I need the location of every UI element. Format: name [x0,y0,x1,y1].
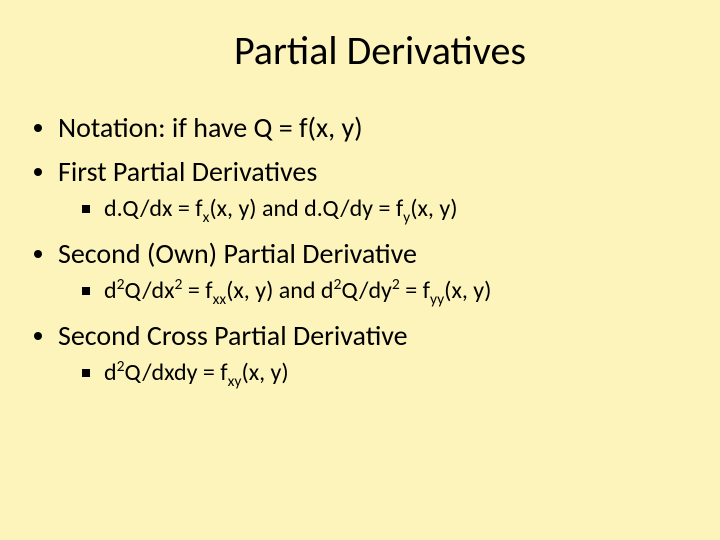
text-run: Q/dy [341,276,391,305]
text-run: d [104,358,117,387]
list-item: d2Q/dx2 = fxx(x, y) and d2Q/dy2 = fyy(x,… [82,275,686,307]
text-run: y) [473,276,491,305]
text-run: (x, [241,358,265,387]
superscript: 2 [392,275,400,294]
subscript: xy [228,372,242,391]
bullet-icon [34,332,42,340]
bullet-icon [34,168,42,176]
slide-content: Notation: if have Q = f(x, y) First Part… [34,109,686,393]
text-run: y) [271,358,289,387]
text-run: y) and d.Q/dy = f [238,194,403,223]
bullet-icon [34,124,42,132]
list-item: First Partial Derivatives d.Q/dx = fx(x,… [34,153,686,229]
slide: Partial Derivatives Notation: if have Q … [0,0,720,540]
square-bullet-icon [82,369,90,377]
subscript: xx [213,290,227,309]
bullet-body: First Partial Derivatives d.Q/dx = fx(x,… [58,153,686,229]
bullet-list: Notation: if have Q = f(x, y) First Part… [34,109,686,393]
bullet-body: Second (Own) Partial Derivative d2Q/dx2 … [58,235,686,311]
bullet-text: Second Cross Partial Derivative [58,317,686,355]
square-bullet-icon [82,205,90,213]
sub-list: d2Q/dxdy = fxy(x, y) [58,357,686,389]
bullet-body: Second Cross Partial Derivative d2Q/dxdy… [58,317,686,393]
list-item: d.Q/dx = fx(x, y) and d.Q/dy = fy(x, y) [82,193,686,225]
text-run: = f [400,276,430,305]
text-run: y) and d [255,276,333,305]
list-item: Notation: if have Q = f(x, y) [34,109,686,147]
text-run: (x, [226,276,250,305]
text-run: y) [341,110,362,145]
text-run: d.Q/dx = f [104,194,203,223]
list-item: d2Q/dxdy = fxy(x, y) [82,357,686,389]
superscript: 2 [117,357,125,376]
text-run: Q/dx [125,276,175,305]
text-run: = f [182,276,212,305]
bullet-icon [34,250,42,258]
bullet-text: First Partial Derivatives [58,153,686,191]
sub-list: d.Q/dx = fx(x, y) and d.Q/dy = fy(x, y) [58,193,686,225]
bullet-text: Second (Own) Partial Derivative [58,235,686,273]
subscript: yy [430,290,444,309]
text-run: d [104,276,117,305]
sub-bullet-text: d2Q/dxdy = fxy(x, y) [104,357,686,389]
sub-list: d2Q/dx2 = fxx(x, y) and d2Q/dy2 = fyy(x,… [58,275,686,307]
bullet-text: Notation: if have Q = f(x, y) [58,109,686,147]
sub-bullet-text: d.Q/dx = fx(x, y) and d.Q/dy = fy(x, y) [104,193,686,225]
list-item: Second Cross Partial Derivative d2Q/dxdy… [34,317,686,393]
text-run: Q/dxdy = f [125,358,228,387]
square-bullet-icon [82,287,90,295]
superscript: 2 [117,275,125,294]
slide-title: Partial Derivatives [104,26,656,75]
text-run: Notation: if have Q = f(x, [58,110,335,145]
text-run: (x, [410,194,434,223]
text-run: y) [439,194,457,223]
sub-bullet-text: d2Q/dx2 = fxx(x, y) and d2Q/dy2 = fyy(x,… [104,275,686,307]
text-run: (x, [209,194,233,223]
list-item: Second (Own) Partial Derivative d2Q/dx2 … [34,235,686,311]
text-run: (x, [444,276,468,305]
